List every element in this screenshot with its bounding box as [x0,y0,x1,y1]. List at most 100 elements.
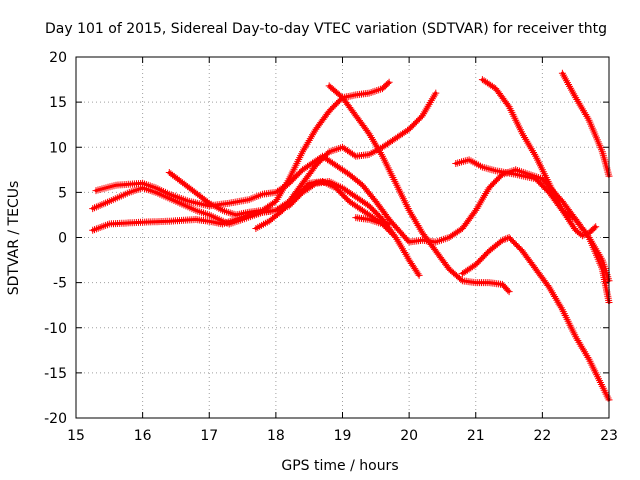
data-point-marker [274,194,282,202]
series-track-11 [558,69,613,180]
y-tick-label: -5 [53,276,67,292]
data-point-marker [294,170,302,178]
data-point-marker [416,115,423,123]
plot-frame [75,56,610,419]
data-point-marker [476,256,484,264]
data-point-marker [514,243,522,250]
series-track-4 [165,78,393,219]
data-point-marker [498,236,506,244]
data-point-marker [104,221,111,229]
data-point-marker [290,194,298,202]
chart-title: Day 101 of 2015, Sidereal Day-to-day VTE… [45,21,607,37]
data-point-marker [487,182,495,190]
data-point-marker [539,182,547,190]
data-point-marker [293,191,301,199]
data-point-marker [228,210,236,218]
data-point-marker [504,101,512,109]
data-point-marker [532,175,540,183]
data-point-marker [334,98,342,106]
data-point-marker [415,271,423,279]
data-point-marker [394,237,402,245]
data-point-marker [471,208,478,216]
data-point-marker [411,119,419,127]
data-point-marker [478,255,486,263]
data-point-marker [365,202,373,210]
data-point-marker [92,225,100,233]
data-point-marker [567,219,575,227]
data-point-marker [414,222,422,229]
data-point-marker [536,179,544,187]
data-point-marker [342,194,350,202]
data-point-marker [292,193,300,201]
data-point-marker [570,90,578,98]
x-tick-label: 17 [200,428,218,444]
data-point-marker [575,99,583,107]
data-point-marker [293,172,301,180]
data-point-marker [541,184,549,192]
data-point-marker [384,80,392,87]
data-point-marker [386,228,394,235]
data-point-marker [394,225,402,233]
data-point-marker [381,223,389,231]
data-point-marker [505,288,513,296]
series-track-9 [458,234,613,404]
data-point-marker [573,335,581,343]
data-point-marker [100,222,108,230]
axis-ticks: 15 16 17 18 19 20 21 22 23 -20 -15 -10 -5 0 5 10 15 20 [44,50,618,444]
data-point-marker [513,241,520,249]
data-point-marker [503,234,511,242]
data-point-marker [89,226,97,234]
data-point-marker [571,225,578,232]
data-point-marker [522,135,530,143]
data-point-marker [414,116,422,124]
data-point-marker [280,205,288,213]
data-point-marker [325,107,333,115]
data-point-marker [96,201,104,209]
data-point-marker [538,181,546,189]
data-point-marker [304,181,312,189]
series-group [89,69,613,404]
data-point-marker [279,206,286,214]
data-point-marker [383,225,391,232]
data-point-marker [482,250,490,258]
data-point-marker [500,236,508,243]
series-track-5 [325,82,513,296]
x-tick-label: 15 [67,428,85,444]
series-track-10 [478,76,600,240]
data-point-marker [578,344,586,352]
data-point-marker [569,223,577,231]
data-point-marker [369,135,376,143]
data-point-marker [404,236,412,244]
data-point-marker [472,261,480,269]
data-point-marker [564,216,572,223]
data-point-marker [405,125,413,133]
data-point-marker [580,231,588,239]
x-tick-label: 19 [334,428,352,444]
data-point-marker [368,205,376,213]
data-point-marker [475,258,483,266]
data-point-marker [286,199,294,207]
data-point-marker [277,208,285,216]
data-point-marker [558,206,566,214]
data-point-marker [407,124,415,132]
x-tick-label: 23 [600,428,618,444]
data-point-marker [373,209,381,217]
data-point-marker [204,198,212,206]
x-tick-label: 20 [400,428,418,444]
data-point-marker [507,235,514,243]
data-point-marker [330,103,338,111]
data-point-marker [331,101,339,109]
data-point-marker [341,193,349,201]
data-point-marker [561,210,569,218]
data-point-marker [104,198,111,206]
data-point-marker [493,176,500,184]
y-tick-label: -15 [44,366,67,382]
data-point-marker [568,221,576,229]
data-point-marker [338,190,346,198]
x-axis-label: GPS time / hours [281,458,398,474]
data-point-marker [488,181,496,189]
data-point-marker [328,104,336,112]
data-point-marker [370,206,378,214]
x-tick-label: 22 [533,428,551,444]
